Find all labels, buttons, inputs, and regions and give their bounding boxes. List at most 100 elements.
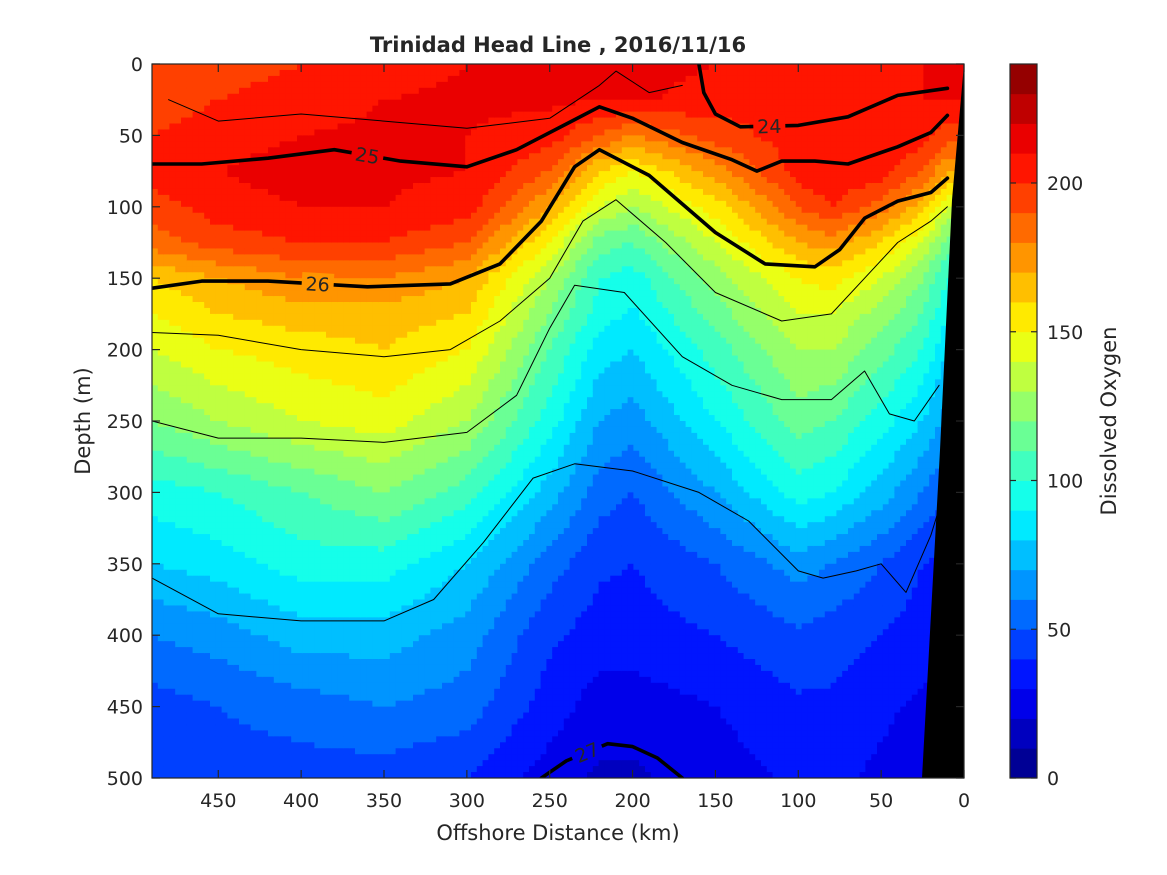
oxygen-cell [390,433,396,440]
oxygen-cell [343,421,349,428]
oxygen-cell [158,70,164,77]
oxygen-cell [314,504,320,511]
oxygen-cell [169,332,175,339]
oxygen-cell [256,362,262,369]
oxygen-cell [384,564,390,571]
oxygen-cell [314,183,320,190]
oxygen-cell [222,124,228,131]
oxygen-cell [187,391,193,398]
oxygen-cell [332,588,338,595]
oxygen-cell [326,653,332,660]
oxygen-cell [372,552,378,559]
oxygen-cell [309,588,315,595]
oxygen-cell [152,635,158,642]
oxygen-cell [256,486,262,493]
oxygen-cell [256,552,262,559]
oxygen-cell [297,141,303,148]
oxygen-cell [280,475,286,482]
oxygen-cell [181,64,187,71]
oxygen-cell [349,70,355,77]
oxygen-cell [291,177,297,184]
oxygen-cell [158,403,164,410]
oxygen-cell [367,594,373,601]
oxygen-cell [245,492,251,499]
oxygen-cell [187,213,193,220]
oxygen-cell [193,736,199,743]
oxygen-cell [152,683,158,690]
oxygen-cell [164,463,170,470]
oxygen-cell [303,510,309,517]
oxygen-cell [303,201,309,208]
oxygen-cell [227,766,233,773]
oxygen-cell [187,445,193,452]
oxygen-cell [164,183,170,190]
oxygen-cell [291,415,297,422]
oxygen-cell [233,713,239,720]
oxygen-cell [239,671,245,678]
oxygen-cell [349,326,355,333]
oxygen-cell [390,457,396,464]
oxygen-cell [193,266,199,273]
oxygen-cell [239,124,245,131]
oxygen-cell [233,171,239,178]
oxygen-cell [291,611,297,618]
oxygen-cell [239,290,245,297]
oxygen-cell [169,463,175,470]
oxygen-cell [285,724,291,731]
oxygen-cell [210,653,216,660]
oxygen-cell [193,760,199,767]
oxygen-cell [367,397,373,404]
oxygen-cell [309,403,315,410]
oxygen-cell [384,534,390,541]
oxygen-cell [291,397,297,404]
oxygen-cell [361,320,367,327]
oxygen-cell [198,760,204,767]
oxygen-cell [175,481,181,488]
oxygen-cell [222,629,228,636]
oxygen-cell [158,742,164,749]
oxygen-cell [268,141,274,148]
oxygen-cell [384,248,390,255]
oxygen-cell [239,135,245,142]
oxygen-cell [372,671,378,678]
oxygen-cell [181,475,187,482]
oxygen-cell [338,600,344,607]
oxygen-cell [291,165,297,172]
oxygen-cell [169,231,175,238]
oxygen-cell [251,213,257,220]
oxygen-cell [251,576,257,583]
oxygen-cell [169,135,175,142]
oxygen-cell [193,641,199,648]
oxygen-cell [378,736,384,743]
oxygen-cell [245,766,251,773]
oxygen-cell [181,707,187,714]
oxygen-cell [239,213,245,220]
oxygen-cell [245,94,251,101]
oxygen-cell [309,707,315,714]
oxygen-cell [285,237,291,244]
oxygen-cell [280,159,286,166]
oxygen-cell [204,659,210,666]
oxygen-cell [309,266,315,273]
oxygen-cell [216,534,222,541]
oxygen-cell [378,469,384,476]
oxygen-cell [326,522,332,529]
oxygen-cell [152,588,158,595]
oxygen-cell [256,600,262,607]
oxygen-cell [268,605,274,612]
oxygen-cell [285,362,291,369]
oxygen-cell [233,225,239,232]
oxygen-cell [378,492,384,499]
oxygen-cell [181,695,187,702]
oxygen-cell [285,498,291,505]
oxygen-cell [239,141,245,148]
oxygen-cell [210,171,216,178]
oxygen-cell [251,736,257,743]
oxygen-cell [303,665,309,672]
oxygen-cell [320,528,326,535]
oxygen-cell [187,379,193,386]
oxygen-cell [372,695,378,702]
oxygen-cell [262,689,268,696]
oxygen-cell [198,588,204,595]
oxygen-cell [169,736,175,743]
